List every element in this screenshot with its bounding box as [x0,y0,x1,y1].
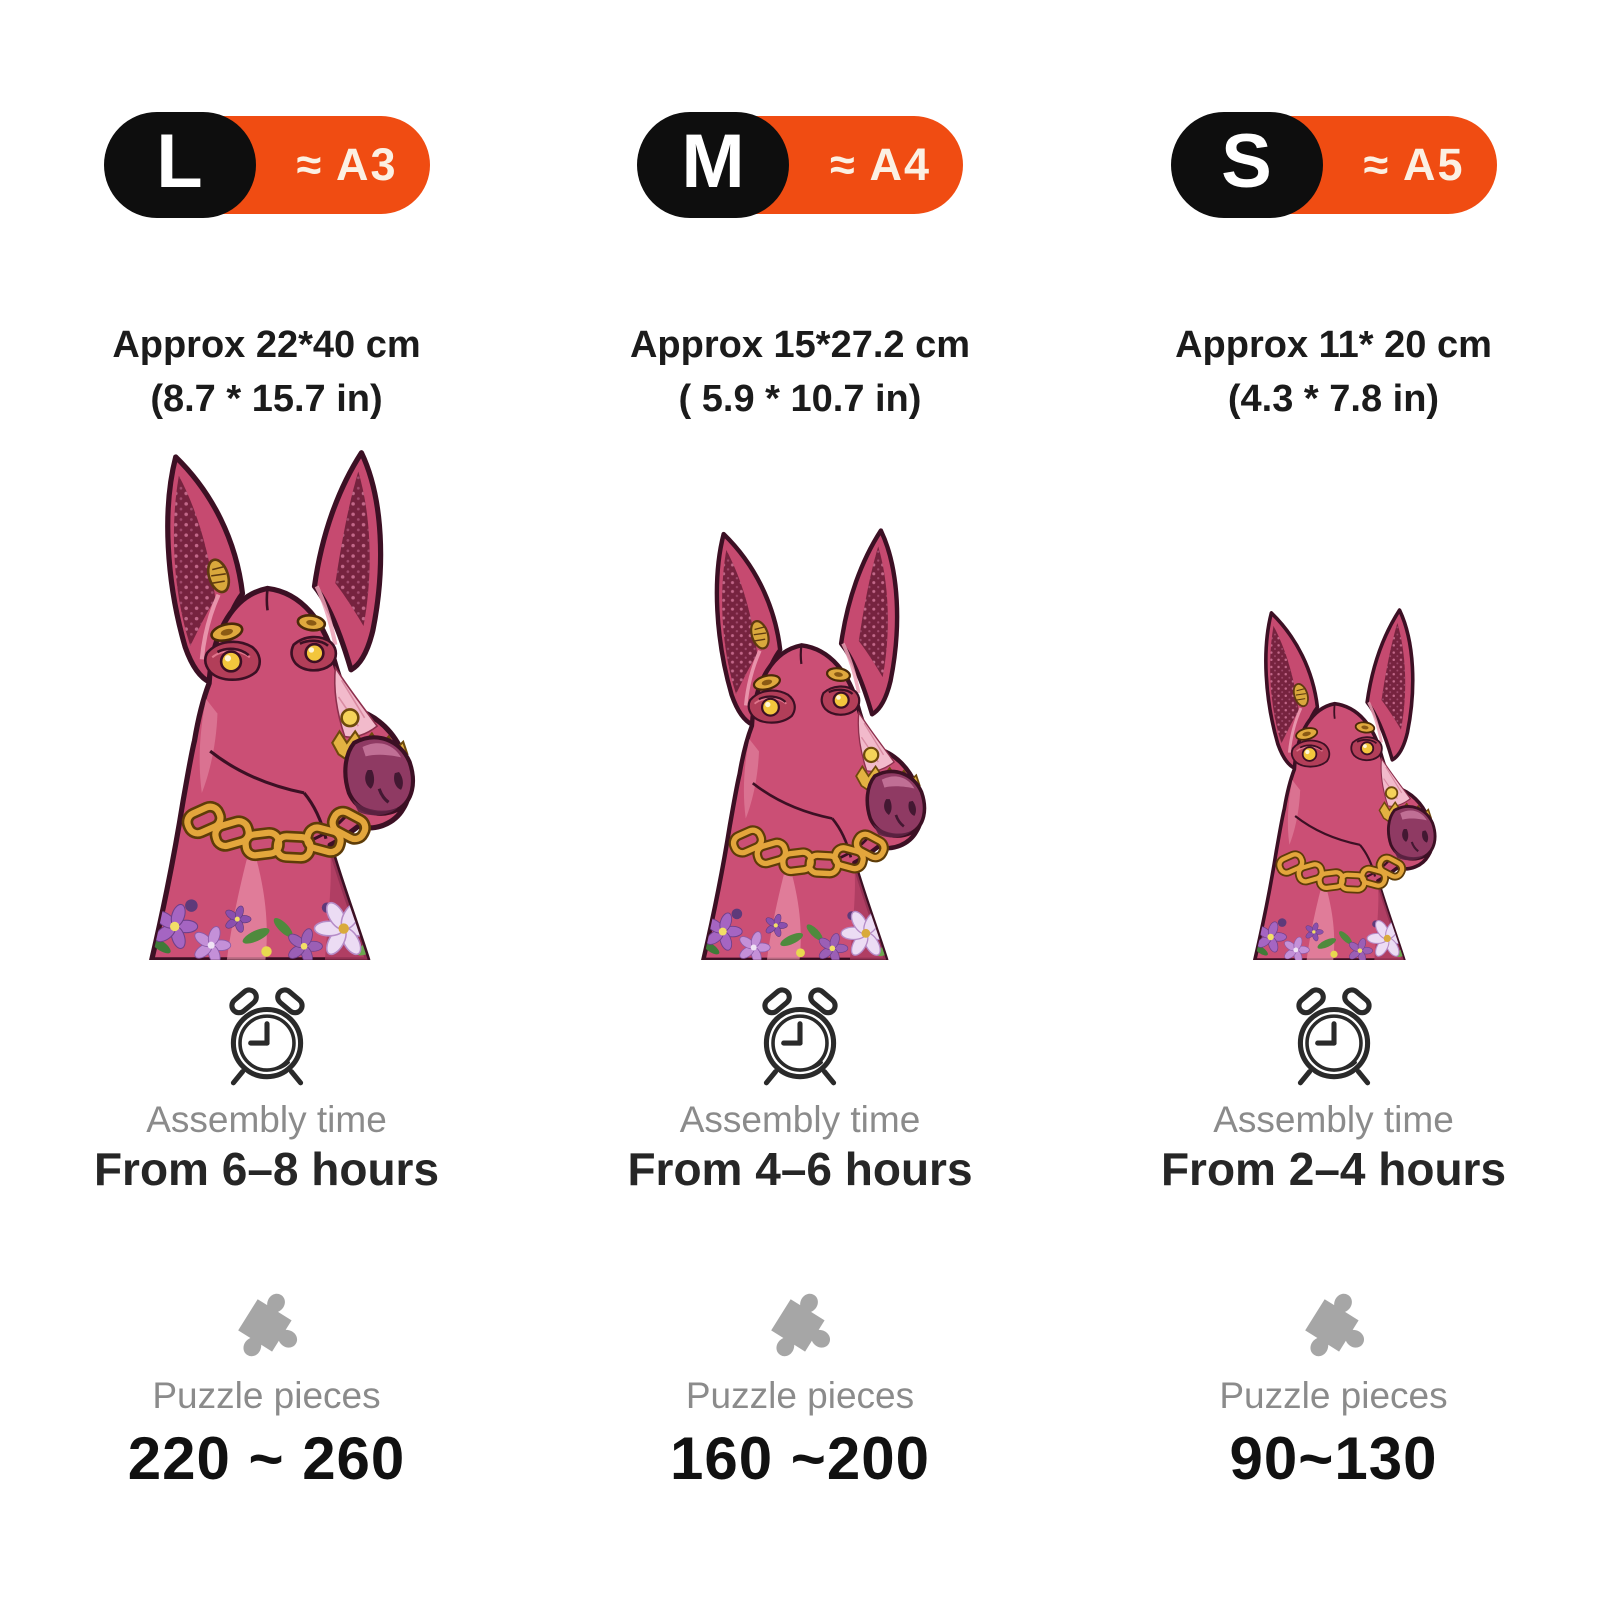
dimensions-in: (4.3 * 7.8 in) [1227,378,1440,420]
assembly-time-label: Assembly time [1213,1099,1454,1140]
paper-equivalent-label: ≈ A3 [296,139,398,190]
assembly-time-value: From 6–8 hours [93,1143,440,1195]
puzzle-dog-artwork [668,518,933,960]
dimensions-cm: Approx 11* 20 cm [1175,324,1492,366]
size-letter: S [1221,119,1272,204]
alarm-clock-icon [211,982,323,1094]
artwork-wrap [668,426,933,960]
dimensions-in: (8.7 * 15.7 in) [150,378,383,420]
puzzle-piece-icon [1282,1270,1386,1374]
size-letter-pill: M [637,112,789,218]
puzzle-pieces-value: 220 ~ 260 [127,1425,406,1492]
dimensions-in: ( 5.9 * 10.7 in) [678,378,922,420]
assembly-time-label: Assembly time [679,1099,921,1140]
dimensions-cm: Approx 22*40 cm [112,324,421,366]
alarm-clock-icon [1278,982,1390,1094]
puzzle-pieces-label: Puzzle pieces [152,1375,381,1416]
dimensions-cm: Approx 15*27.2 cm [629,324,971,366]
puzzle-pieces-label: Puzzle pieces [1219,1375,1448,1416]
size-badge-m: ≈ A4 M [637,112,963,218]
assembly-time-value: From 4–6 hours [627,1143,973,1195]
assembly-time-label: Assembly time [146,1099,387,1140]
puzzle-dog-artwork [110,438,423,960]
artwork-wrap [1226,426,1442,960]
puzzle-pieces-value: 160 ~200 [670,1425,930,1492]
size-letter-pill: S [1170,112,1323,218]
size-column-small: ≈ A5 S Approx 11* 20 cm (4.3 * 7.8 in) A… [1067,0,1600,1600]
alarm-clock-icon [744,982,856,1094]
puzzle-dog-artwork [1226,600,1442,960]
size-letter: L [156,119,203,204]
assembly-time-value: From 2–4 hours [1160,1143,1507,1195]
dimensions: Approx 22*40 cm (8.7 * 15.7 in) [112,318,420,426]
puzzle-piece-icon [748,1270,852,1374]
paper-equivalent-label: ≈ A4 [829,139,931,190]
dimensions: Approx 15*27.2 cm ( 5.9 * 10.7 in) [630,318,970,426]
artwork-wrap [110,426,423,960]
size-badge-l: ≈ A3 L [103,112,430,218]
puzzle-piece-icon [215,1270,319,1374]
size-badge-s: ≈ A5 S [1170,112,1497,218]
paper-equivalent-label: ≈ A5 [1363,139,1465,190]
size-letter-pill: L [103,112,256,218]
puzzle-pieces-label: Puzzle pieces [685,1375,915,1416]
size-column-medium: ≈ A4 M Approx 15*27.2 cm ( 5.9 * 10.7 in… [533,0,1067,1600]
dimensions: Approx 11* 20 cm (4.3 * 7.8 in) [1175,318,1492,426]
puzzle-pieces-value: 90~130 [1229,1425,1438,1492]
size-column-large: ≈ A3 L Approx 22*40 cm (8.7 * 15.7 in) A… [0,0,533,1600]
size-letter: M [681,119,745,204]
